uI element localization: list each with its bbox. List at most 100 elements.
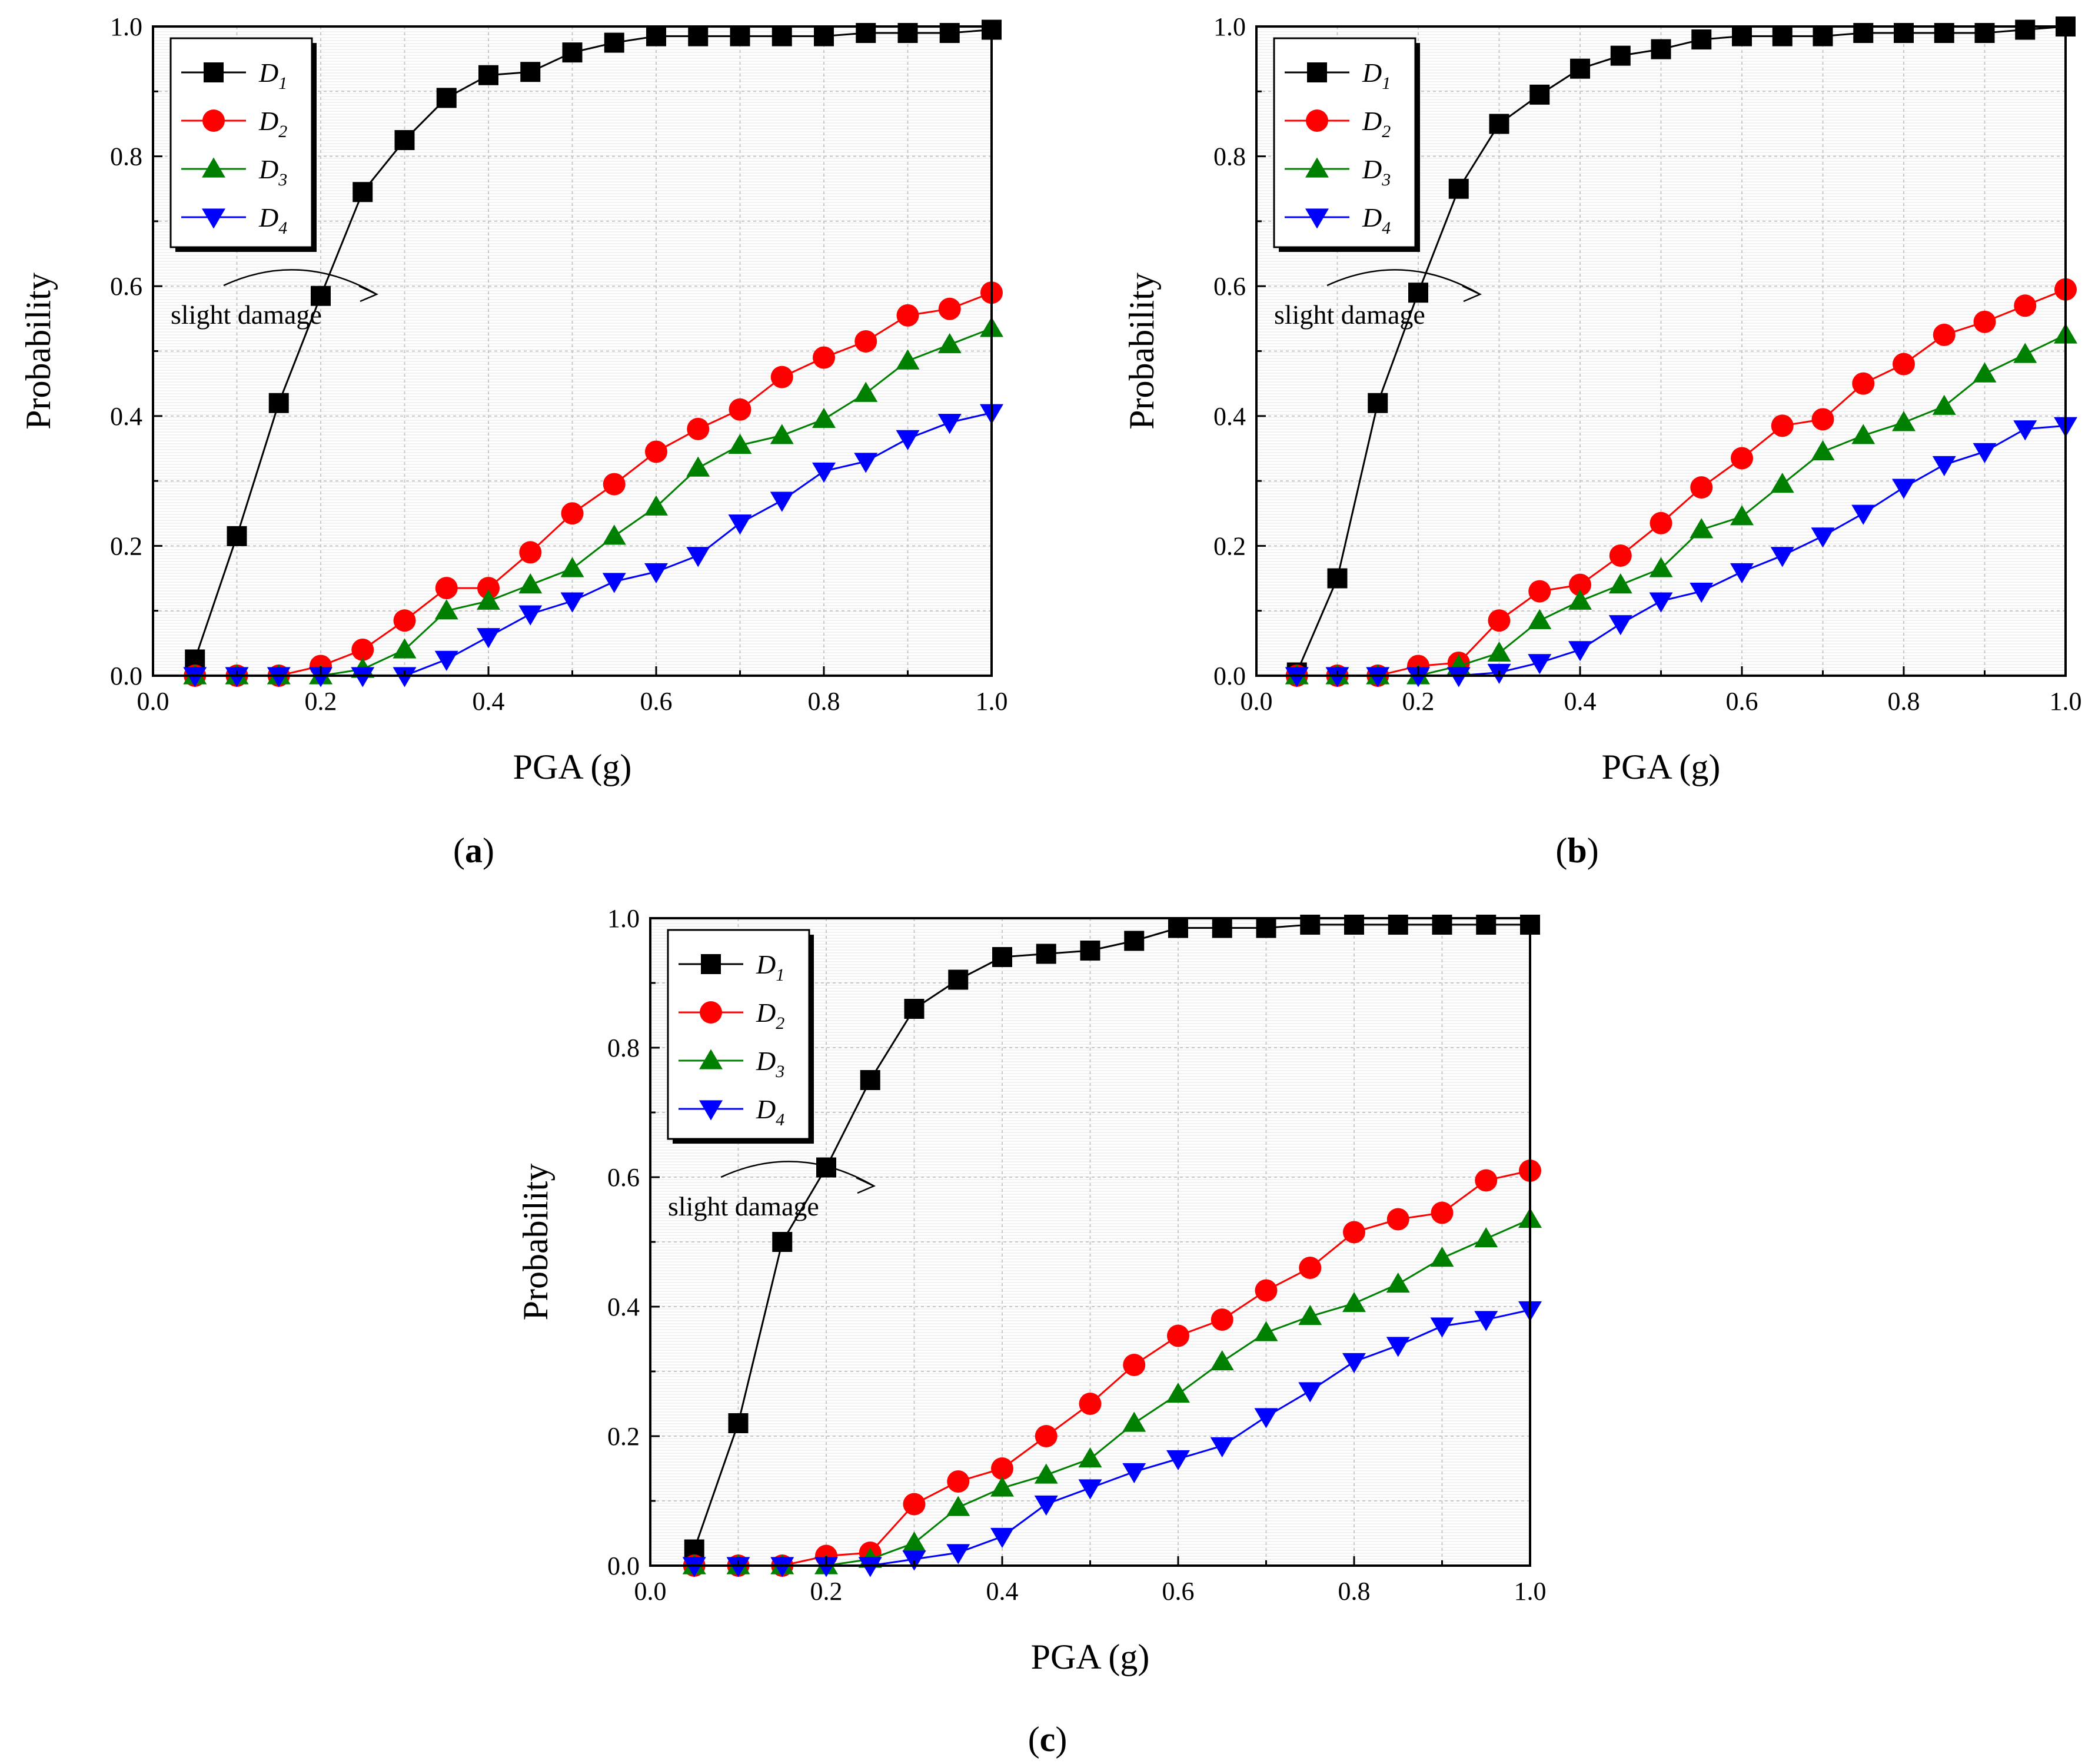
data-point-d1 (1772, 26, 1793, 46)
data-point-d3 (1210, 1350, 1234, 1371)
data-point-d1 (992, 947, 1012, 967)
data-point-d4 (393, 667, 417, 687)
x-tick-label: 0.4 (473, 687, 505, 716)
legend-item-d2: D2 (679, 998, 784, 1033)
data-point-d1 (1610, 45, 1631, 66)
y-tick-label: 0.0 (1213, 662, 1246, 690)
data-point-d4 (518, 605, 543, 626)
x-tick-label: 0.8 (1338, 1577, 1371, 1606)
data-point-d4 (770, 491, 794, 512)
data-point-d1 (1529, 84, 1550, 105)
data-point-d2 (1123, 1354, 1146, 1376)
y-tick-label: 0.4 (607, 1293, 640, 1321)
x-axis-title: PGA (g) (1602, 748, 1721, 786)
legend-marker (202, 109, 225, 132)
data-point-d2 (2014, 294, 2037, 317)
data-point-d3 (1608, 573, 1632, 594)
x-axis-title: PGA (g) (1031, 1637, 1150, 1676)
data-point-d1 (728, 1413, 749, 1433)
data-point-d4 (1122, 1463, 1146, 1484)
data-point-d4 (1366, 667, 1390, 687)
data-point-d2 (1211, 1308, 1233, 1331)
data-point-d4 (1034, 1495, 1058, 1516)
data-point-d3 (854, 381, 878, 402)
annotation-label: slight damage (668, 1191, 819, 1221)
x-tick-label: 0.4 (986, 1577, 1019, 1606)
data-point-d3 (560, 557, 584, 577)
data-point-d2 (1569, 573, 1591, 596)
y-tick-label: 0.4 (1213, 402, 1246, 431)
data-point-d4 (728, 514, 752, 535)
data-point-d2 (1431, 1201, 1454, 1224)
data-point-d1 (772, 26, 792, 46)
data-point-d3 (644, 495, 668, 516)
data-point-d3 (770, 424, 794, 444)
data-point-d2 (393, 609, 416, 632)
legend-item-d4: D4 (181, 202, 287, 238)
x-tick-label: 1.0 (2050, 687, 2082, 716)
data-point-d4 (1892, 479, 1916, 499)
data-point-d1 (1368, 393, 1388, 413)
data-point-d4 (1770, 547, 1794, 567)
data-point-d3 (1770, 473, 1794, 493)
data-point-d3 (1034, 1463, 1058, 1484)
legend-label: D3 (1362, 154, 1391, 190)
data-point-d1 (394, 130, 415, 151)
legend-label: D4 (756, 1094, 784, 1130)
caption-c: (c) (1028, 1720, 1068, 1759)
data-point-d2 (1488, 609, 1511, 632)
data-point-d4 (937, 414, 962, 434)
x-tick-label: 0.8 (808, 687, 840, 716)
data-point-d3 (1973, 362, 1997, 383)
legend-marker (1306, 109, 1328, 132)
data-point-d4 (1166, 1450, 1190, 1471)
data-point-d2 (1299, 1257, 1322, 1279)
data-point-d2 (519, 541, 542, 564)
data-point-d1 (1408, 283, 1428, 303)
data-point-d4 (1474, 1311, 1498, 1331)
data-point-d3 (2013, 343, 2037, 363)
series-d4 (1285, 417, 2077, 687)
y-tick-label: 0.4 (110, 402, 142, 431)
data-point-d2 (1386, 1208, 1409, 1231)
data-point-d2 (770, 366, 793, 388)
data-point-d3 (477, 589, 500, 610)
y-tick-label: 1.0 (607, 904, 640, 933)
legend: D1 D2 D3 D4 (1273, 37, 1420, 252)
data-point-d2 (1973, 310, 1996, 333)
data-point-d3 (1649, 557, 1673, 577)
data-point-d2 (1933, 323, 1956, 346)
data-point-d3 (1166, 1382, 1190, 1403)
data-point-d1 (772, 1232, 793, 1252)
data-point-d1 (860, 1070, 880, 1090)
data-point-d1 (730, 26, 750, 46)
data-point-d4 (560, 592, 584, 613)
data-point-d4 (477, 628, 500, 649)
y-tick-label: 0.2 (607, 1422, 640, 1451)
data-point-d1 (268, 393, 289, 413)
data-point-d4 (1285, 667, 1309, 687)
data-point-d2 (896, 304, 919, 327)
chart-panel-c: 0.0 0.2 0.4 0.6 0.8 1.0 0.0 0.2 0.4 0.6 0.8 1.0 PGA … (516, 904, 1547, 1676)
data-point-d1 (311, 285, 331, 306)
legend-item-d3: D3 (181, 154, 287, 190)
data-point-d3 (946, 1496, 970, 1516)
data-point-d1 (904, 999, 925, 1019)
legend-marker (202, 208, 225, 229)
y-tick-label: 0.6 (1213, 272, 1246, 301)
ticks: 0.0 0.2 0.4 0.6 0.8 1.0 0.0 0.2 0.4 0.6 0.8 1.0 (607, 904, 1547, 1606)
data-point-d2 (603, 473, 626, 496)
y-axis-title: Probability (1122, 273, 1161, 430)
data-point-d1 (436, 88, 457, 108)
legend-item-d1: D1 (679, 949, 784, 985)
data-point-d2 (687, 417, 710, 440)
chart-panel-b: 0.0 0.2 0.4 0.6 0.8 1.0 0.0 0.2 0.4 0.6 0.8 1.0 PGA … (1122, 12, 2082, 786)
data-point-d2 (1852, 372, 1875, 395)
data-point-d3 (1474, 1227, 1498, 1248)
data-point-d2 (1811, 408, 1834, 431)
x-tick-label: 0.6 (640, 687, 673, 716)
x-tick-label: 1.0 (976, 687, 1008, 716)
legend-label: D2 (1362, 106, 1391, 141)
data-point-d2 (938, 297, 961, 320)
data-point-d1 (1813, 26, 1833, 46)
